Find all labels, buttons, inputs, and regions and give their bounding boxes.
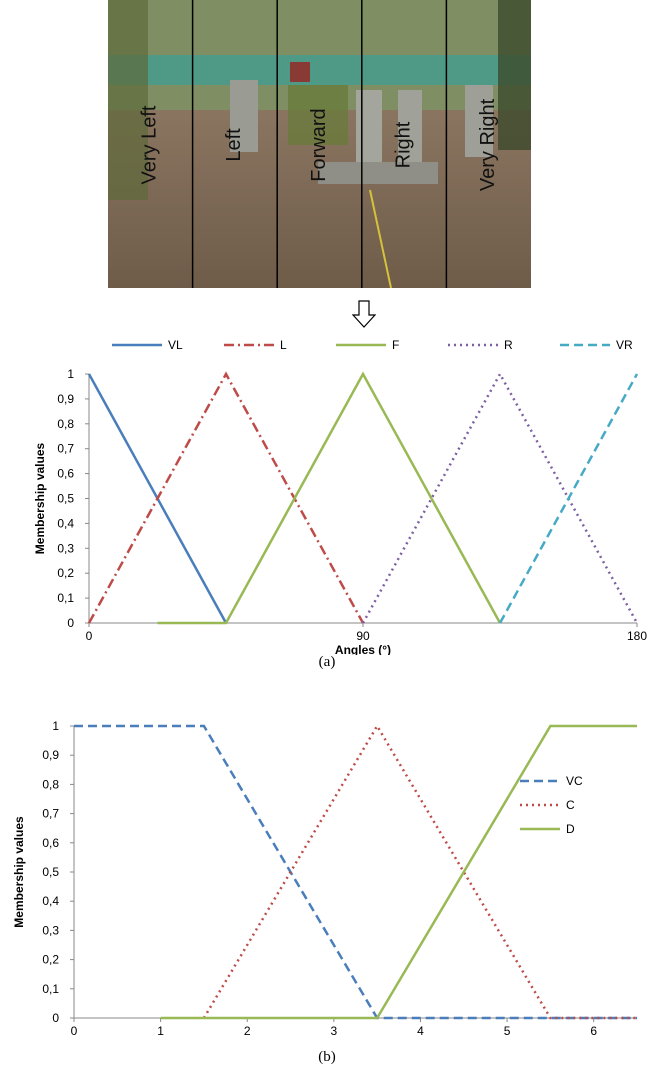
photo-column-3 (398, 90, 422, 168)
y-tick-label: 0,1 (57, 591, 74, 605)
y-tick-label: 1 (67, 367, 74, 381)
photo-fence-band (108, 55, 531, 85)
y-tick-label: 0,7 (57, 442, 74, 456)
y-tick-label: 0,5 (57, 492, 74, 506)
y-tick-label: 0,4 (57, 516, 74, 530)
series-line-f (157, 371, 502, 625)
x-tick-label: 6 (590, 1024, 597, 1038)
legend-label-l: L (280, 338, 287, 352)
photo-column-2 (356, 90, 382, 168)
x-tick-label: 5 (504, 1024, 511, 1038)
y-tick-label: 0,8 (42, 777, 59, 791)
y-tick-label: 0,6 (42, 836, 59, 850)
y-tick-label: 0,2 (57, 566, 74, 580)
x-axis-title: Angles (°) (335, 643, 391, 655)
legend-label-r: R (504, 338, 513, 352)
y-tick-label: 0,4 (42, 894, 59, 908)
y-tick-label: 0,7 (42, 807, 59, 821)
zone-label-very-left: Very Left (139, 105, 161, 184)
y-tick-label: 0,8 (57, 417, 74, 431)
zone-photo: Very Left Left Forward Right Very Right (108, 0, 531, 288)
photo-tree-left (108, 0, 148, 200)
x-tick-label: 1 (157, 1024, 164, 1038)
legend-label-f: F (392, 338, 399, 352)
chart-angles: 0 0,1 0,2 0,3 0,4 0,5 0,6 0,7 0,8 0,9 1 0 90 180 Angle… (33, 338, 647, 655)
y-axis-title: Membership values (12, 816, 26, 928)
y-tick-label: 0,6 (57, 467, 74, 481)
photo-pedestal (318, 162, 438, 184)
zone-label-forward: Forward (308, 108, 330, 181)
series-line-vc (74, 724, 637, 1020)
down-arrow-icon (352, 300, 376, 328)
y-tick-label: 0,5 (42, 865, 59, 879)
y-tick-label: 0,1 (42, 982, 59, 996)
y-tick-label: 0,3 (42, 923, 59, 937)
x-axis-title: Obstacle Distance (m) (292, 1038, 418, 1040)
photo-column-4 (465, 85, 493, 157)
x-tick-label: 180 (627, 629, 647, 643)
y-tick-label: 1 (52, 719, 59, 733)
y-tick-label: 0 (67, 616, 74, 630)
series-line-r (361, 371, 639, 624)
x-tick-label: 90 (356, 629, 370, 643)
caption-a: (a) (318, 654, 336, 670)
x-tick-label: 3 (331, 1024, 338, 1038)
photo-sign (290, 62, 310, 82)
zone-label-right: Right (392, 121, 414, 168)
y-tick-label: 0,9 (57, 392, 74, 406)
series-line-vr (498, 373, 639, 624)
photo-tree-right (498, 0, 531, 150)
x-tick-label: 2 (244, 1024, 251, 1038)
legend-label-vl: VL (168, 338, 183, 352)
y-tick-label: 0 (52, 1011, 59, 1025)
x-tick-label: 0 (71, 1024, 78, 1038)
photo-column-1 (230, 80, 258, 152)
photo-bush (288, 85, 348, 145)
series-line-d (160, 724, 637, 1020)
y-tick-label: 0,3 (57, 541, 74, 555)
chart-distance: 0 0,1 0,2 0,3 0,4 0,5 0,6 0,7 0,8 0,9 1 0 1 2 3 4 5 6 Obst… (12, 719, 637, 1040)
legend-label-d: D (566, 822, 575, 836)
y-tick-label: 0,9 (42, 748, 59, 762)
series-line-l (87, 371, 365, 624)
x-tick-label: 0 (86, 629, 93, 643)
legend-label-vc: VC (566, 774, 583, 788)
x-tick-label: 4 (417, 1024, 424, 1038)
legend-label-vr: VR (616, 338, 633, 352)
series-line-c (202, 723, 637, 1020)
y-tick-label: 0,2 (42, 953, 59, 967)
legend-label-c: C (566, 798, 575, 812)
y-axis-title: Membership values (33, 442, 47, 554)
photo-rope (369, 189, 392, 288)
caption-b: (b) (318, 1049, 336, 1065)
zone-label-very-right: Very Right (477, 98, 499, 191)
zone-label-left: Left (223, 128, 245, 162)
